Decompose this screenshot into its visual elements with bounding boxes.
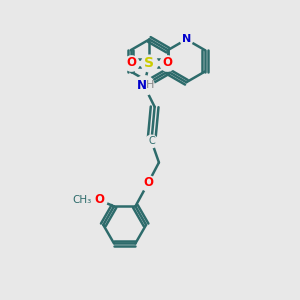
Text: N: N	[182, 34, 191, 44]
Text: O: O	[143, 176, 153, 189]
Text: CH₃: CH₃	[72, 195, 92, 205]
Text: O: O	[163, 56, 172, 70]
Text: N: N	[137, 79, 147, 92]
Text: H: H	[146, 80, 155, 90]
Text: C: C	[148, 136, 155, 146]
Text: O: O	[94, 194, 104, 206]
Text: S: S	[144, 56, 154, 70]
Text: O: O	[126, 56, 136, 70]
